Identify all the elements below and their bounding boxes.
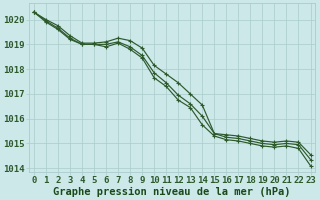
X-axis label: Graphe pression niveau de la mer (hPa): Graphe pression niveau de la mer (hPa) <box>53 186 291 197</box>
